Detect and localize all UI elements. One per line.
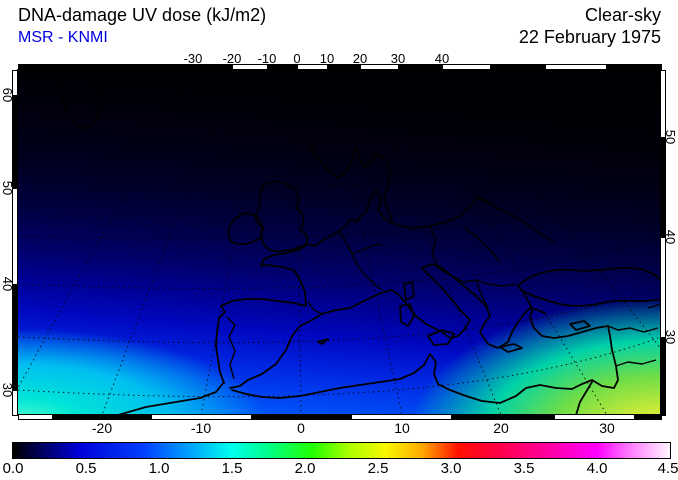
frame-segment — [12, 188, 18, 285]
colorbar-tick-label: 0.5 — [75, 460, 97, 477]
corsica-coast — [403, 281, 415, 301]
coastlines-layer — [60, 70, 661, 415]
sky-condition-label: Clear-sky — [584, 5, 661, 25]
frame-segment — [660, 137, 666, 238]
colorbar-tick-label: 2.5 — [367, 460, 389, 477]
sicily-coast — [427, 329, 455, 346]
frame-segment — [634, 414, 662, 420]
tick-label-bottom: 0 — [297, 420, 305, 436]
frame-segment — [490, 64, 546, 70]
tick-label-top: 10 — [319, 51, 335, 66]
tick-label-top: -20 — [222, 51, 242, 66]
frame-segment — [660, 237, 666, 338]
frame-zebra-right — [660, 69, 666, 416]
map-panel — [17, 69, 662, 416]
greenland-coast — [60, 70, 100, 129]
tick-label-top: 0 — [293, 51, 301, 66]
crete-coast — [499, 343, 523, 353]
frame-segment — [12, 284, 18, 391]
date-label: 22 February 1975 — [518, 27, 661, 47]
frame-segment — [606, 64, 662, 70]
atlantic-europe-coast — [215, 189, 501, 384]
tick-label-top: 40 — [434, 51, 450, 66]
colorbar-tick-label: 4.0 — [586, 460, 608, 477]
tick-label-top: 30 — [390, 51, 406, 66]
tick-label-right: 50 — [663, 129, 678, 145]
africa-coast — [117, 309, 619, 415]
frame-segment — [12, 390, 18, 416]
britain-coast — [254, 180, 309, 253]
cyprus-coast — [569, 320, 591, 331]
tick-label-top: 20 — [352, 51, 368, 66]
colorbar-tick-label: 4.5 — [657, 460, 678, 477]
tick-label-left: 60 — [0, 87, 16, 103]
tick-label-top: -30 — [183, 51, 203, 66]
data-source-label: MSR - KNMI — [18, 29, 108, 46]
tick-label-bottom: 20 — [493, 420, 509, 436]
frame-segment — [442, 64, 491, 70]
tick-label-bottom: -10 — [190, 420, 212, 436]
frame-segment — [545, 64, 607, 70]
colorbar-tick-label: 0.0 — [2, 460, 24, 477]
tick-label-right: 40 — [663, 229, 678, 245]
frame-segment — [554, 414, 635, 420]
colorbar — [12, 442, 671, 459]
tick-label-left: 40 — [0, 276, 16, 292]
tick-label-top: -10 — [257, 51, 277, 66]
black-sea-coast — [517, 266, 661, 309]
frame-zebra-top — [17, 64, 662, 70]
plot-title: DNA-damage UV dose (kJ/m2) — [18, 5, 267, 25]
frame-segment — [660, 70, 666, 138]
sardinia-coast — [399, 303, 415, 327]
country-borders-layer — [226, 197, 661, 380]
colorbar-tick-label: 2.0 — [294, 460, 316, 477]
tick-label-bottom: 30 — [599, 420, 615, 436]
colorbar-tick-label: 3.5 — [513, 460, 535, 477]
colorbar-tick-label: 3.0 — [440, 460, 462, 477]
tick-label-right: 30 — [663, 329, 678, 345]
scandinavia-coast — [309, 145, 393, 221]
tick-label-bottom: 10 — [394, 420, 410, 436]
uv-dose-field — [18, 70, 661, 415]
nile-river — [575, 381, 593, 415]
graticule-lines — [18, 70, 661, 415]
colorbar-tick-label: 1.5 — [221, 460, 243, 477]
balearic-coast — [317, 338, 329, 345]
tick-label-bottom: -20 — [91, 420, 113, 436]
tick-label-left: 50 — [0, 180, 16, 196]
frame-segment — [660, 337, 666, 416]
frame-segment — [12, 95, 18, 189]
frame-zebra-bottom — [17, 414, 662, 420]
colorbar-tick-label: 1.0 — [148, 460, 170, 477]
tick-label-left: 30 — [0, 382, 16, 398]
frame-segment — [18, 414, 53, 420]
ireland-coast — [227, 212, 263, 245]
map-overlay — [18, 70, 661, 415]
frame-zebra-left — [12, 69, 18, 416]
mediterranean-north-coast — [229, 263, 547, 389]
